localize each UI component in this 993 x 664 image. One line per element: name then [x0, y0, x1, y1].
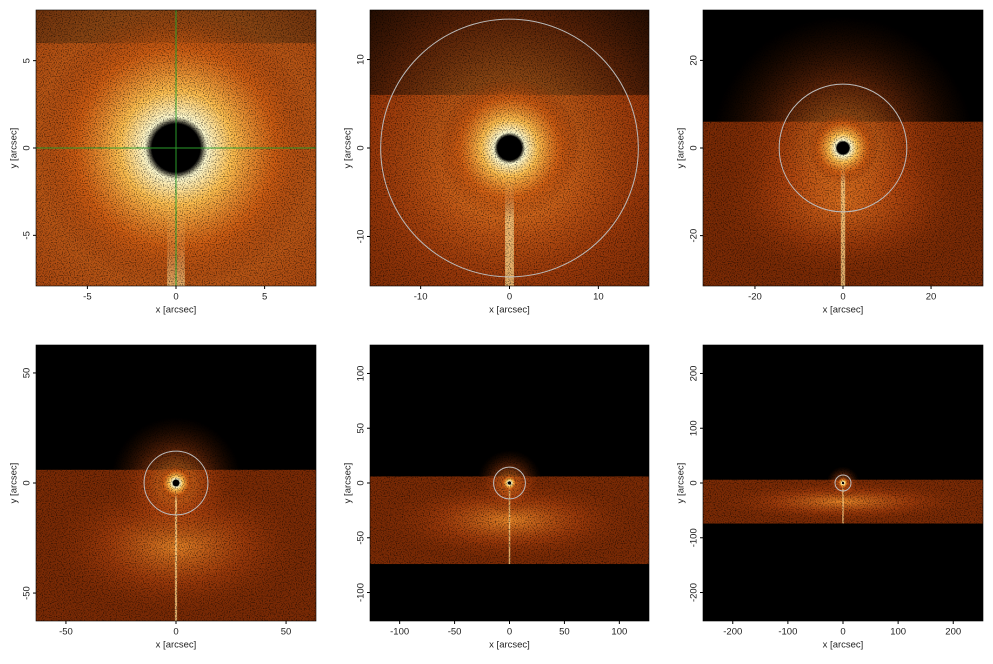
x-tick-label: 0	[173, 292, 178, 303]
x-axis-label: x [arcsec]	[156, 305, 197, 316]
y-tick-label: 0	[22, 145, 33, 150]
y-tick-label: 0	[356, 145, 367, 150]
y-axis-label: y [arcsec]	[9, 463, 20, 504]
x-tick-label: 0	[507, 627, 512, 638]
x-tick-label: 0	[173, 627, 178, 638]
x-tick-label: -50	[448, 627, 462, 638]
x-axis-label: x [arcsec]	[156, 640, 197, 651]
y-tick-label: -20	[689, 229, 700, 243]
noise	[36, 345, 316, 621]
x-axis-label: x [arcsec]	[489, 640, 530, 651]
y-tick-label: 100	[356, 366, 367, 382]
y-tick-label: 0	[689, 480, 700, 485]
x-tick-label: 100	[611, 627, 627, 638]
x-tick-label: 200	[945, 627, 961, 638]
y-axis-label: y [arcsec]	[676, 128, 687, 169]
x-tick-label: -200	[723, 627, 742, 638]
noise	[370, 345, 649, 621]
y-tick-label: 50	[356, 423, 367, 434]
x-tick-label: -5	[83, 292, 91, 303]
y-tick-label: -200	[689, 583, 700, 602]
x-axis-label: x [arcsec]	[489, 305, 530, 316]
x-axis-label: x [arcsec]	[823, 305, 864, 316]
y-tick-label: 10	[356, 54, 367, 65]
y-tick-label: -5	[22, 231, 33, 239]
aperture-circle	[493, 466, 526, 500]
panel	[370, 10, 649, 286]
y-axis-label: y [arcsec]	[9, 128, 20, 169]
y-tick-label: 200	[689, 366, 700, 382]
y-tick-label: -100	[356, 583, 367, 602]
y-axis-label: y [arcsec]	[676, 463, 687, 504]
x-tick-label: 50	[559, 627, 570, 638]
y-tick-label: 20	[689, 55, 700, 66]
y-tick-label: 0	[22, 480, 33, 485]
y-axis-label: y [arcsec]	[343, 463, 354, 504]
x-tick-label: 0	[507, 292, 512, 303]
y-axis-label: y [arcsec]	[343, 128, 354, 169]
noise	[703, 345, 983, 621]
x-axis-label: x [arcsec]	[823, 640, 864, 651]
x-tick-label: -10	[414, 292, 428, 303]
y-tick-label: -50	[22, 586, 33, 600]
noise	[370, 10, 649, 286]
x-tick-label: 20	[926, 292, 937, 303]
noise	[703, 10, 983, 286]
x-tick-label: 5	[262, 292, 267, 303]
aperture-circle	[380, 18, 639, 278]
y-tick-label: -100	[689, 528, 700, 547]
aperture-circle	[834, 474, 852, 492]
y-tick-label: 5	[22, 58, 33, 63]
x-tick-label: 100	[890, 627, 906, 638]
panel	[703, 10, 983, 286]
x-tick-label: 0	[840, 292, 845, 303]
panel	[36, 345, 316, 621]
panel	[36, 10, 316, 286]
x-tick-label: -100	[778, 627, 797, 638]
aperture-circle	[143, 450, 209, 516]
x-tick-label: 10	[593, 292, 604, 303]
y-tick-label: -50	[356, 531, 367, 545]
y-tick-label: 0	[689, 145, 700, 150]
panel	[370, 345, 649, 621]
x-tick-label: 0	[840, 627, 845, 638]
aperture-circle	[778, 83, 908, 213]
x-tick-label: -100	[390, 627, 409, 638]
x-tick-label: 50	[281, 627, 292, 638]
x-tick-label: -50	[59, 627, 73, 638]
x-tick-label: -20	[748, 292, 762, 303]
y-tick-label: 100	[689, 420, 700, 436]
y-tick-label: -10	[356, 230, 367, 244]
y-tick-label: 50	[22, 368, 33, 379]
y-tick-label: 0	[356, 480, 367, 485]
panel	[703, 345, 983, 621]
